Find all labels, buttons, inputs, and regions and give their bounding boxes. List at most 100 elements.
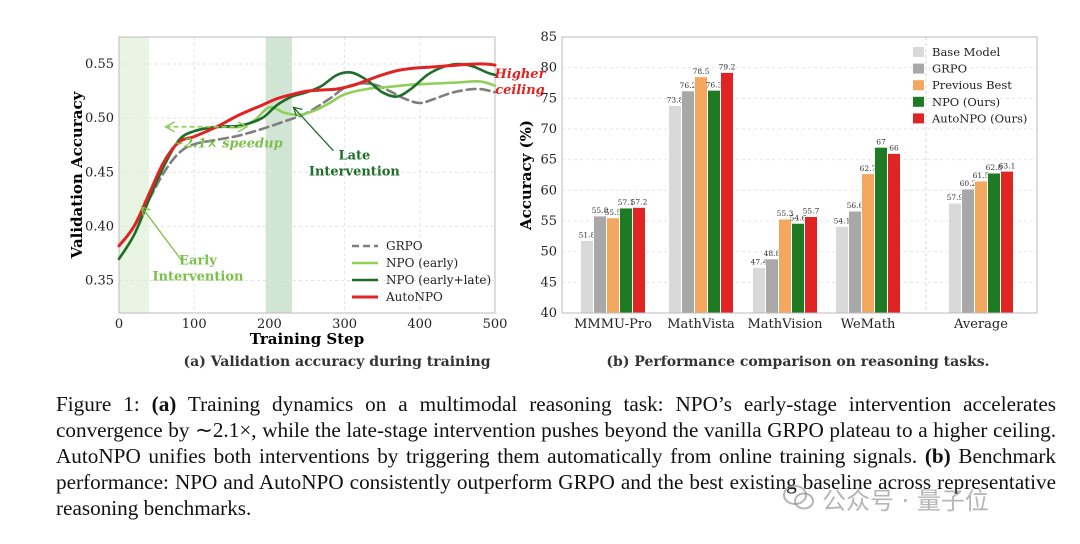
bar-value-label: 63.1 — [999, 161, 1016, 170]
bar-mathvision-base-model — [752, 267, 766, 314]
bar-value-label: 78.5 — [693, 67, 710, 76]
late-intervention-band — [265, 37, 292, 313]
bar-value-label: 55.5 — [605, 208, 622, 217]
bar-value-label: 54.1 — [834, 217, 851, 226]
speedup-text: 2.1× speedup — [183, 136, 283, 151]
bar-value-label: 55.7 — [803, 207, 820, 216]
y-tick-label: 85 — [540, 30, 557, 45]
legend-label-previous-best: Previous Best — [932, 78, 1012, 92]
y-tick-label: 80 — [540, 61, 557, 76]
caption-b-label: (b) — [924, 444, 951, 468]
bar-wemath-grpo — [848, 210, 862, 314]
bar-value-label: 57.2 — [631, 198, 648, 207]
bar-average-autonpo-ours — [1000, 171, 1014, 314]
legend-label-base-model: Base Model — [932, 45, 1001, 59]
early-intervention-label: Early — [179, 253, 217, 268]
y-tick-label: 0.55 — [85, 57, 114, 72]
legend-swatch-npo-ours — [913, 96, 924, 107]
figure-canvas: 0 100 200 300 400 500 0.35 0.40 0.45 0.50 0.55 Trai… — [68, 30, 1038, 370]
bar-value-label: 55.8 — [592, 206, 609, 215]
y-tick-label: 45 — [540, 275, 557, 290]
bar-mmmu-pro-previous-best — [606, 217, 620, 314]
line-chart-validation-accuracy: 0 100 200 300 400 500 0.35 0.40 0.45 0.50 0.55 Trai… — [68, 36, 547, 370]
watermark-text: 公众号 · 量子位 — [822, 486, 989, 515]
caption-a-label: (a) — [151, 392, 177, 416]
autonpo-line — [117, 62, 497, 248]
legend-label-grpo: GRPO — [932, 62, 967, 76]
bar-value-label: 48.8 — [764, 249, 781, 258]
y-tick-label: 0.35 — [85, 274, 114, 289]
x-tick-label: MathVision — [747, 317, 823, 332]
chart-a-subtitle: (a) Validation accuracy during training — [184, 354, 491, 370]
legend-swatch-autonpo-ours — [913, 113, 924, 124]
early-arrow — [141, 206, 184, 263]
speedup-arrowhead-left — [163, 121, 176, 133]
caption-lead: Figure 1: — [56, 392, 152, 416]
bar-mmmu-pro-autonpo-ours — [632, 207, 646, 314]
bar-mmmu-pro-npo-ours — [619, 207, 633, 314]
caption-a-text: Training dynamics on a multimodal reason… — [56, 392, 1056, 468]
bar-wemath-base-model — [835, 226, 849, 314]
legend-swatch-grpo — [913, 63, 924, 74]
x-tick-label: 400 — [407, 317, 432, 332]
bar-wemath-npo-ours — [874, 147, 888, 314]
legend-swatch-base-model — [913, 47, 924, 57]
grpo-line — [117, 81, 497, 248]
bar-wemath-autonpo-ours — [887, 153, 901, 314]
bar-average-base-model — [948, 202, 962, 314]
bar-value-label: 51.8 — [579, 231, 596, 240]
plot-frame — [118, 36, 496, 314]
x-tick-label: MathVista — [667, 317, 735, 332]
higher-ceiling-label: ceiling — [495, 83, 545, 98]
bar-value-label: 67 — [876, 137, 886, 146]
chart-b-subtitle: (b) Performance comparison on reasoning … — [606, 354, 989, 370]
bar-mathvista-previous-best — [694, 76, 708, 314]
bar-mathvision-grpo — [765, 258, 779, 314]
y-tick-label: 0.45 — [85, 165, 114, 180]
bar-value-label: 62.8 — [986, 163, 1003, 172]
legend-swatch-previous-best — [913, 80, 924, 91]
bar-mathvista-base-model — [668, 105, 682, 314]
bar-average-previous-best — [974, 180, 988, 314]
early-arrowhead — [140, 205, 151, 217]
x-axis-label: Training Step — [250, 330, 364, 348]
late-intervention-label: Intervention — [309, 164, 401, 179]
y-axis-label: Accuracy (%) — [517, 120, 535, 231]
bar-value-label: 60.2 — [960, 179, 977, 188]
x-tick-label: Average — [953, 317, 1008, 332]
bar-mathvista-npo-ours — [707, 90, 721, 314]
bar-wemath-previous-best — [861, 173, 875, 314]
y-tick-label: 60 — [540, 183, 557, 198]
watermark: 公众号 · 量子位 — [782, 478, 1052, 518]
x-tick-label: 200 — [257, 317, 282, 332]
legend-label-npo-early-late: NPO (early+late) — [386, 273, 491, 287]
legend-label-autonpo-ours: AutoNPO (Ours) — [931, 111, 1027, 125]
y-tick-label: 0.40 — [85, 219, 114, 234]
y-tick-label: 70 — [540, 122, 557, 137]
y-tick-label: 75 — [540, 91, 557, 106]
y-tick-label: 50 — [540, 245, 557, 260]
bar-value-label: 61.5 — [973, 171, 990, 180]
bar-value-label: 56.6 — [847, 201, 864, 210]
plot-frame — [561, 36, 1038, 314]
wechat-icon — [783, 485, 814, 510]
bar-value-label: 76.2 — [680, 81, 697, 90]
y-tick-label: 55 — [540, 214, 557, 229]
bar-mathvision-previous-best — [778, 218, 792, 314]
bar-value-label: 66 — [889, 144, 899, 153]
legend-label-autonpo: AutoNPO — [385, 290, 443, 304]
early-intervention-label: Intervention — [152, 269, 244, 284]
early-intervention-band — [119, 37, 150, 313]
bar-average-npo-ours — [987, 172, 1001, 314]
legend-label-npo-early: NPO (early) — [386, 256, 458, 270]
y-tick-label: 65 — [540, 153, 557, 168]
x-tick-label: WeMath — [841, 317, 896, 332]
bar-value-label: 73.8 — [667, 96, 684, 105]
late-intervention-label: Late — [338, 148, 370, 163]
speedup-prefix: ∼ — [173, 136, 184, 151]
bar-mathvision-autonpo-ours — [804, 216, 818, 314]
bar-value-label: 54.6 — [790, 213, 807, 222]
y-tick-label: 40 — [540, 306, 557, 321]
bar-mmmu-pro-base-model — [580, 240, 594, 314]
bar-chart-benchmark-performance: 40 45 50 55 60 65 70 75 80 85 51.8 55.855.557.157.2… — [517, 30, 1038, 370]
